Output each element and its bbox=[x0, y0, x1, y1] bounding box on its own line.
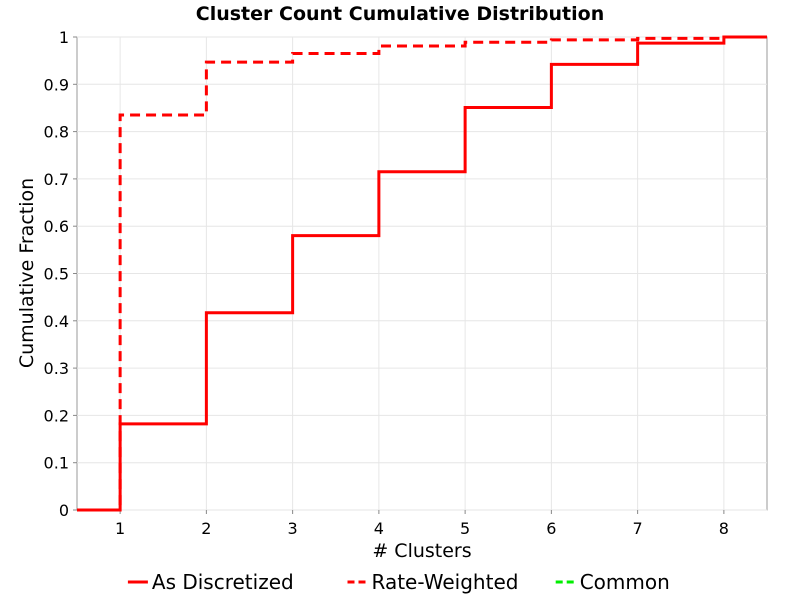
x-tick-labels: 1 2 3 4 5 6 7 8 bbox=[115, 510, 729, 538]
y-tick-labels: 0 0.1 0.2 0.3 0.4 0.5 0.6 0.7 0.8 0.9 1 bbox=[44, 28, 77, 520]
legend-label-common: Common bbox=[580, 570, 670, 594]
series-group bbox=[77, 35, 767, 512]
x-tick-label: 4 bbox=[374, 519, 384, 538]
chart-title: Cluster Count Cumulative Distribution bbox=[196, 3, 604, 25]
x-tick-label: 7 bbox=[633, 519, 643, 538]
y-tick-label: 0.7 bbox=[44, 170, 69, 189]
series-line-rate-weighted bbox=[77, 35, 767, 512]
x-axis-label: # Clusters bbox=[372, 540, 471, 562]
grid bbox=[77, 36, 767, 511]
x-tick-label: 3 bbox=[288, 519, 298, 538]
legend-label-rate-weighted: Rate-Weighted bbox=[372, 570, 519, 594]
x-tick-label: 5 bbox=[460, 519, 470, 538]
y-tick-label: 1 bbox=[59, 28, 69, 47]
y-tick-label: 0.9 bbox=[44, 75, 69, 94]
y-tick-label: 0.1 bbox=[44, 454, 69, 473]
x-tick-label: 1 bbox=[115, 519, 125, 538]
y-tick-label: 0.2 bbox=[44, 406, 69, 425]
series-line-as-discretized bbox=[77, 35, 767, 512]
y-tick-label: 0.6 bbox=[44, 217, 69, 236]
y-tick-label: 0.5 bbox=[44, 265, 69, 284]
legend: As Discretized Rate-Weighted Common bbox=[127, 570, 670, 594]
x-tick-label: 6 bbox=[546, 519, 556, 538]
x-tick-label: 8 bbox=[719, 519, 729, 538]
legend-label-as-discretized: As Discretized bbox=[152, 570, 294, 594]
y-tick-label: 0.3 bbox=[44, 359, 69, 378]
x-tick-label: 2 bbox=[201, 519, 211, 538]
y-tick-label: 0.8 bbox=[44, 123, 69, 142]
y-tick-label: 0.4 bbox=[44, 312, 69, 331]
y-tick-label: 0 bbox=[59, 501, 69, 520]
y-axis-label: Cumulative Fraction bbox=[16, 178, 38, 368]
